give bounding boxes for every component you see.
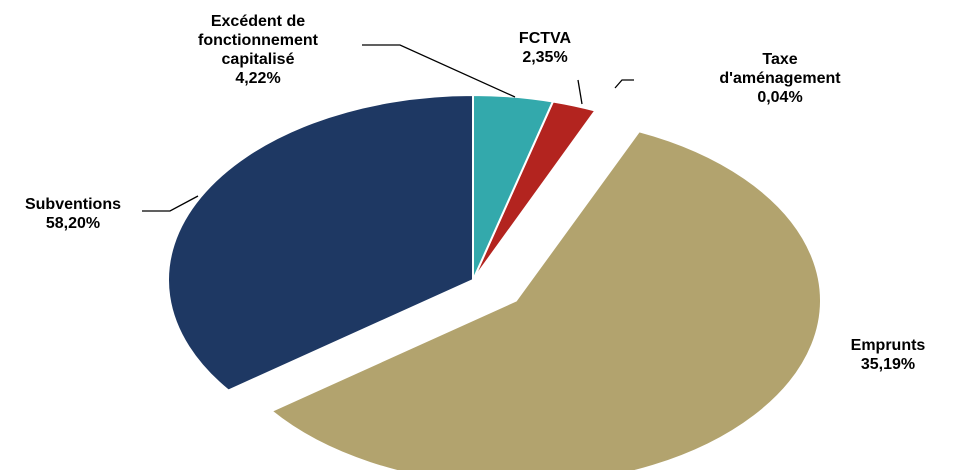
leader-line [577,79,583,105]
value-label: 58,20% [45,215,101,232]
slice-label: Excédent de fonctionnement capitalisé 4,2… [163,12,353,88]
pie-slice [167,93,474,392]
category-label: Excédent de fonctionnement capitalisé [198,13,318,68]
slice-label: FCTVA 2,35% [485,29,605,67]
value-label: 4,22% [235,70,281,87]
slice-label: Emprunts 35,19% [798,336,970,374]
pie-slice [269,130,822,470]
category-label: FCTVA [518,30,572,47]
slice-label: Taxe d'aménagement 0,04% [705,50,855,107]
leader-line [362,44,516,98]
category-label: Subventions [24,196,121,213]
value-label: 35,19% [860,356,916,373]
slice-label: Subventions 58,20% [8,195,138,233]
category-label: Emprunts [850,337,926,354]
category-label: Taxe d'aménagement [719,51,841,87]
leader-line [142,195,199,212]
value-label: 0,04% [757,89,803,106]
leader-line [614,79,634,89]
value-label: 2,35% [522,49,568,66]
